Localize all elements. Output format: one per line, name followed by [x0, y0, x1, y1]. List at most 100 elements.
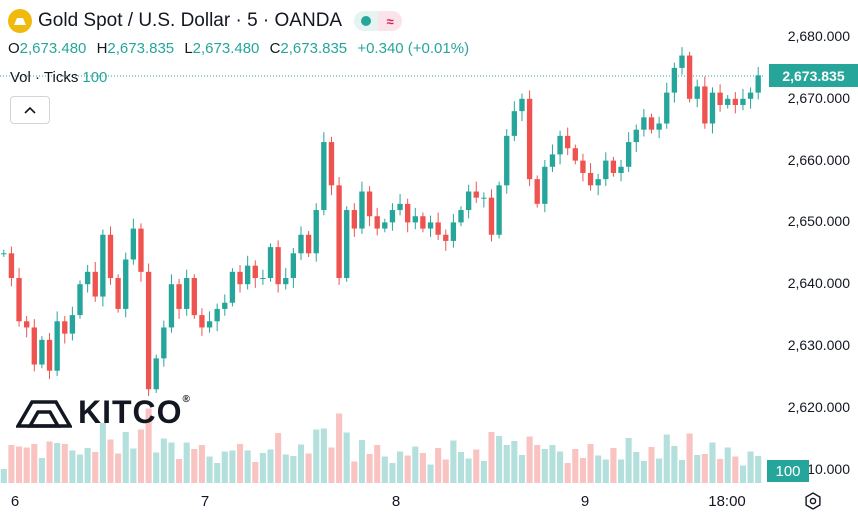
y-tick-label: 2,670.000 [788, 90, 850, 106]
volume-bar [443, 460, 449, 484]
volume-bar [8, 445, 14, 483]
symbol-title[interactable]: Gold Spot / U.S. Dollar · 5 · OANDA [38, 10, 342, 32]
y-tick-label: 2,620.000 [788, 399, 850, 415]
candle-body [245, 266, 250, 285]
candle-body [672, 68, 677, 93]
volume-bar [420, 453, 426, 483]
gold-symbol-icon [8, 9, 32, 33]
volume-bar [237, 444, 243, 483]
candle-body [756, 75, 761, 92]
candle-body [397, 204, 402, 210]
volume-bar [115, 454, 121, 484]
axis-settings-button[interactable] [804, 492, 822, 515]
volume-bar [328, 448, 334, 484]
volume-bar [504, 445, 510, 483]
collapse-legend-button[interactable] [10, 96, 50, 124]
market-open-icon [361, 16, 371, 26]
volume-bar [100, 423, 106, 483]
x-tick-label: 9 [581, 493, 589, 510]
volume-bar [511, 441, 517, 483]
volume-bar [488, 432, 494, 483]
candle-body [496, 185, 501, 234]
candle-body [375, 216, 380, 228]
close-value: 2,673.835 [280, 40, 347, 57]
candle-body [588, 173, 593, 185]
volume-bar [46, 442, 52, 484]
open-label: O [8, 40, 20, 57]
volume-bar [54, 443, 60, 483]
y-tick-label: 2,650.000 [788, 213, 850, 229]
candle-body [85, 272, 90, 284]
volume-bar [39, 458, 45, 483]
volume-bar [336, 414, 342, 484]
candle-body [237, 272, 242, 284]
volume-bar [62, 444, 68, 483]
candle-body [161, 327, 166, 358]
candle-body [62, 321, 67, 333]
volume-bar [427, 465, 433, 484]
volume-bar [618, 460, 624, 484]
candle-body [306, 235, 311, 254]
registered-mark: ® [183, 394, 191, 405]
open-value: 2,673.480 [20, 40, 87, 57]
market-status-pill[interactable] [354, 11, 378, 31]
volume-bar [275, 433, 281, 483]
replay-pill[interactable]: ≈ [378, 11, 402, 31]
volume-bar [702, 454, 708, 483]
volume-bar [450, 441, 456, 484]
volume-bar [740, 466, 746, 484]
change-value: +0.340 (+0.01%) [357, 40, 469, 57]
volume-bar [153, 453, 159, 484]
candle-body [489, 198, 494, 235]
volume-bar [565, 463, 571, 483]
volume-bar [31, 444, 37, 483]
high-value: 2,673.835 [107, 40, 174, 57]
volume-bar [214, 463, 220, 483]
volume-bar [572, 449, 578, 483]
volume-bar [176, 459, 182, 483]
kitco-mark-icon [16, 398, 72, 428]
volume-bar [709, 443, 715, 484]
volume-legend[interactable]: Vol · Ticks 100 [10, 69, 107, 86]
candle-body [405, 204, 410, 223]
candle-body [413, 216, 418, 222]
candle-body [283, 278, 288, 284]
candle-body [154, 358, 159, 389]
volume-bar [748, 452, 754, 484]
candle-body [740, 99, 745, 105]
volume-bar [755, 456, 761, 483]
candle-body [215, 309, 220, 321]
y-tick-label: 2,630.000 [788, 337, 850, 353]
volume-bar [267, 450, 273, 484]
candle-body [535, 179, 540, 204]
volume-bar [389, 463, 395, 483]
symbol-header: Gold Spot / U.S. Dollar · 5 · OANDA ≈ [8, 8, 402, 34]
volume-bar [397, 452, 403, 484]
volume-bar [557, 452, 563, 484]
volume-bar [85, 448, 91, 483]
volume-bar [633, 452, 639, 483]
volume-bar [359, 440, 365, 483]
price-chart[interactable] [0, 0, 858, 513]
candle-body [573, 148, 578, 160]
candle-body [512, 111, 517, 136]
volume-bar [519, 455, 525, 483]
candle-body [54, 321, 59, 370]
candle-body [100, 235, 105, 297]
volume-bar [603, 460, 609, 484]
volume-bar [717, 459, 723, 483]
candle-body [611, 161, 616, 173]
candle-body [39, 340, 44, 365]
candle-body [336, 185, 341, 278]
volume-bar [77, 455, 83, 484]
volume-bar [290, 456, 296, 483]
volume-bar [123, 432, 129, 483]
candle-body [527, 99, 532, 179]
volume-label: Vol · Ticks [10, 69, 78, 86]
volume-bar [107, 440, 113, 484]
ohlc-legend: O2,673.480 H2,673.835 L2,673.480 C2,673.… [8, 40, 475, 57]
candle-body [733, 99, 738, 105]
y-tick-label: 2,640.000 [788, 275, 850, 291]
candle-body [519, 99, 524, 111]
volume-bar [626, 438, 632, 483]
